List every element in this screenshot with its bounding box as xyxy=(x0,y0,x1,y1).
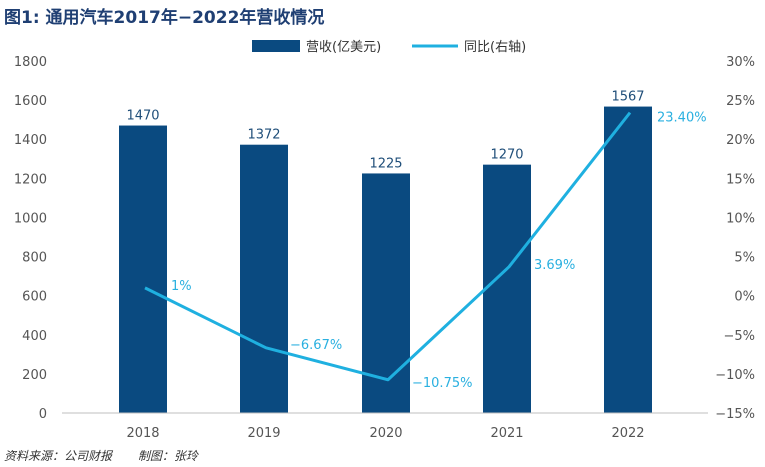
x-tick-label: 2021 xyxy=(490,426,523,441)
y-right-tick-label: 15% xyxy=(726,172,755,187)
line-series xyxy=(144,111,632,382)
bar-value-label: 1225 xyxy=(369,156,402,171)
y-left-tick-label: 1800 xyxy=(14,55,47,70)
bar-value-label: 1270 xyxy=(490,148,523,163)
y-right-tick-label: 25% xyxy=(726,94,755,109)
source-text: 资料来源：公司财报 xyxy=(4,449,113,463)
line-value-label: 23.40% xyxy=(657,111,707,126)
chart-title: 图1: 通用汽车2017年−2022年营收情况 xyxy=(4,8,325,28)
bar xyxy=(483,164,531,413)
legend-line-label: 同比(右轴) xyxy=(464,40,526,55)
x-tick-label: 2020 xyxy=(369,426,402,441)
bar xyxy=(604,106,652,413)
y-right-tick-label: 30% xyxy=(726,55,755,70)
y-left-tick-label: 1000 xyxy=(14,211,47,226)
y-left-tick-label: 1400 xyxy=(14,133,47,148)
y-left-tick-label: 400 xyxy=(22,329,47,344)
y-axis-left: 0 200 400 600 800 1000 1200 1400 1600 1800 xyxy=(14,55,47,422)
legend: 营收(亿美元) 同比(右轴) xyxy=(252,40,526,55)
y-left-tick-label: 0 xyxy=(39,407,47,422)
y-left-tick-label: 1200 xyxy=(14,172,47,187)
y-right-tick-label: 20% xyxy=(726,133,755,148)
y-left-tick-label: 600 xyxy=(22,290,47,305)
line-value-label: −6.67% xyxy=(290,338,342,353)
bar xyxy=(119,125,167,414)
y-right-tick-label: −15% xyxy=(715,407,755,422)
bar xyxy=(362,173,410,413)
y-right-tick-label: 10% xyxy=(726,211,755,226)
x-tick-label: 2022 xyxy=(611,426,644,441)
legend-bar-swatch xyxy=(252,40,300,52)
bar-value-label: 1470 xyxy=(126,109,159,124)
y-right-tick-label: −10% xyxy=(715,368,755,383)
y-right-tick-label: 5% xyxy=(734,251,755,266)
y-left-tick-label: 1600 xyxy=(14,94,47,109)
bar xyxy=(240,144,288,413)
author-text: 制图：张玲 xyxy=(137,449,198,463)
bar-value-label: 1567 xyxy=(611,90,644,105)
line-value-label: −10.75% xyxy=(412,376,472,391)
x-tick-label: 2019 xyxy=(247,426,280,441)
y-right-tick-label: 0% xyxy=(734,290,755,305)
x-tick-label: 2018 xyxy=(126,426,159,441)
data-labels: 1470 1372 1225 1270 1567 1% −6.67% −10.75% 3.69%… xyxy=(126,90,706,391)
y-left-tick-label: 800 xyxy=(22,251,47,266)
x-axis: 2018 2019 2020 2021 2022 xyxy=(62,412,708,441)
legend-bar-label: 营收(亿美元) xyxy=(306,40,381,55)
bar-series xyxy=(119,106,652,414)
line-value-label: 1% xyxy=(171,279,192,294)
bar-value-label: 1372 xyxy=(247,128,280,143)
y-right-tick-label: −5% xyxy=(723,329,755,344)
source-note: 资料来源：公司财报 制图：张玲 xyxy=(4,447,220,464)
y-left-tick-label: 200 xyxy=(22,368,47,383)
line-value-label: 3.69% xyxy=(534,258,575,273)
y-axis-right: −15% −10% −5% 0% 5% 10% 15% 20% 25% 30% xyxy=(715,55,755,422)
